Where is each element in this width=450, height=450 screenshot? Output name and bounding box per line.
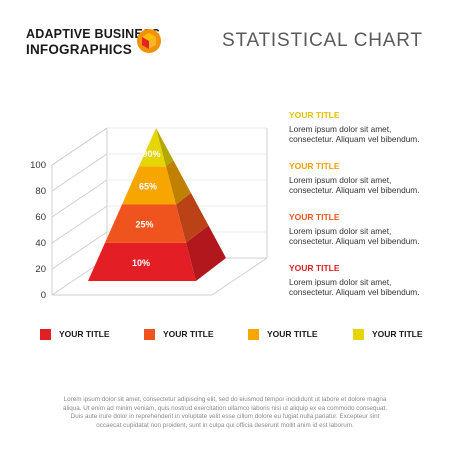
gridline-diagonal: [51, 231, 108, 270]
side-item: YOUR TITLE Lorem ipsum dolor sit amet, c…: [289, 110, 439, 161]
side-item: YOUR TITLE Lorem ipsum dolor sit amet, c…: [289, 161, 439, 212]
y-tick-label: 80: [35, 186, 46, 197]
legend-item: YOUR TITLE: [353, 327, 423, 341]
pyramid-segment-front: [88, 242, 196, 281]
gridline-diagonal: [51, 127, 108, 166]
side-item-title: YOUR TITLE: [289, 263, 340, 273]
legend-item: YOUR TITLE: [248, 327, 318, 341]
side-item-title: YOUR TITLE: [289, 161, 340, 171]
pyramid-segments: [88, 128, 226, 281]
legend-swatch: [353, 328, 364, 340]
gridline-diagonal: [51, 205, 108, 244]
legend-label: YOUR TITLE: [163, 329, 214, 339]
legend-item: YOUR TITLE: [144, 327, 214, 341]
gridline-diagonal: [51, 179, 108, 218]
brand-line-1: ADAPTIVE BUSINESS: [26, 27, 160, 41]
cube-logo-icon: [137, 29, 161, 53]
side-item-text-line-1: Lorem ipsum dolor sit amet,: [289, 277, 392, 287]
y-tick-label: 20: [35, 264, 46, 275]
logo-cube-right: [149, 37, 156, 49]
side-item-text-line-2: consectetur. Aliquam vel bibendum.: [289, 185, 420, 195]
pyramid-segment-side: [186, 225, 226, 281]
segment-labels: 10% 25% 65% 90%: [132, 149, 161, 268]
y-tick-label: 0: [41, 290, 46, 301]
side-item-title: YOUR TITLE: [289, 110, 340, 120]
side-list: YOUR TITLE Lorem ipsum dolor sit amet, c…: [289, 110, 439, 314]
side-item-text-line-2: consectetur. Aliquam vel bibendum.: [289, 134, 420, 144]
side-item-text-line-1: Lorem ipsum dolor sit amet,: [289, 124, 392, 134]
legend-label: YOUR TITLE: [372, 329, 423, 339]
footer-line-3: Duis aute irure dolor in reprehenderit i…: [70, 413, 380, 421]
side-item: YOUR TITLE Lorem ipsum dolor sit amet, c…: [289, 212, 439, 263]
segment-label: 90%: [142, 149, 160, 159]
pyramid-segment-front: [139, 128, 166, 167]
legend-label: YOUR TITLE: [59, 329, 110, 339]
footer-text: Lorem ipsum dolor sit amet, consectetur …: [30, 396, 420, 430]
brand-line-2: INFOGRAPHICS: [26, 42, 132, 57]
legend-item: YOUR TITLE: [40, 327, 110, 341]
pyramid-segment-front: [122, 166, 176, 205]
side-item: YOUR TITLE Lorem ipsum dolor sit amet, c…: [289, 263, 439, 314]
footer-line-2: aliqua. Ut enim ad minim veniam, quis no…: [62, 404, 388, 412]
brand-block: ADAPTIVE BUSINESS INFOGRAPHICS: [26, 27, 176, 57]
y-tick-label: 40: [35, 238, 46, 249]
side-item-title: YOUR TITLE: [289, 212, 340, 222]
y-tick-label: 60: [35, 212, 46, 223]
pyramid-segment-side: [156, 128, 174, 167]
frame-line: [211, 257, 268, 296]
gridline-diagonal: [51, 153, 108, 192]
side-item-text-line-1: Lorem ipsum dolor sit amet,: [289, 226, 392, 236]
legend-label: YOUR TITLE: [267, 329, 318, 339]
legend: YOUR TITLE YOUR TITLE YOUR TITLE YOUR TI…: [40, 327, 440, 341]
pyramid-segment-side: [166, 160, 191, 205]
pyramid-segment-side: [176, 193, 209, 243]
side-item-text-line-2: consectetur. Aliquam vel bibendum.: [289, 287, 420, 297]
legend-swatch: [40, 328, 51, 340]
page-title: STATISTICAL CHART: [222, 30, 423, 51]
side-item-text-line-2: consectetur. Aliquam vel bibendum.: [289, 236, 420, 246]
legend-swatch: [144, 328, 155, 340]
footer-line-1: Lorem ipsum dolor sit amet, consectetur …: [63, 396, 387, 403]
segment-label: 10%: [132, 258, 150, 268]
y-tick-label: 100: [30, 160, 46, 171]
legend-swatch: [248, 328, 259, 340]
footer-line-4: occaecat cupidatat non proident, sunt in…: [96, 421, 354, 429]
logo-cube-left: [142, 37, 149, 49]
segment-label: 25%: [135, 220, 153, 230]
side-item-text-line-1: Lorem ipsum dolor sit amet,: [289, 175, 392, 185]
segment-label: 65%: [139, 181, 157, 191]
pyramid-segment-front: [105, 204, 186, 243]
